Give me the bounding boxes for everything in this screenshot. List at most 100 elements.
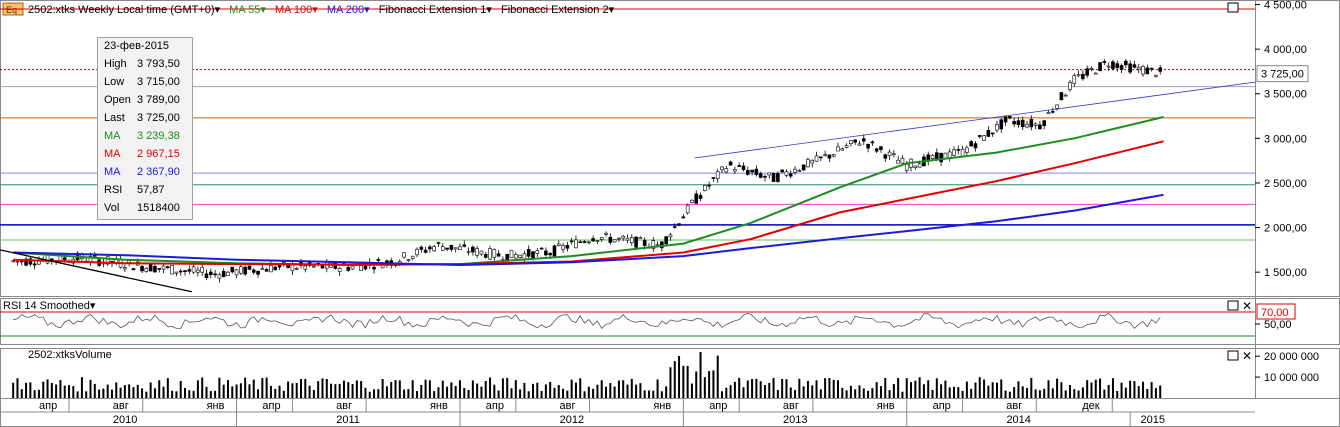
candle <box>174 271 179 274</box>
rsi-panel-header: RSI 14 Smoothed▾ <box>3 299 95 312</box>
tooltip-row: Vol 1518400 <box>104 202 180 214</box>
month-label: авг <box>560 400 576 412</box>
candle <box>565 245 570 249</box>
ma55-dropdown-icon[interactable]: ▾ <box>260 4 266 16</box>
candle <box>359 265 363 271</box>
fib2-dropdown-icon[interactable]: ▾ <box>608 4 615 16</box>
candle <box>423 249 428 253</box>
candle <box>183 270 187 272</box>
fib1-dropdown-icon[interactable]: ▾ <box>486 4 492 16</box>
candle <box>303 265 308 270</box>
tooltip-row: MA 2 967,15 <box>104 148 180 160</box>
tooltip-row: Open 3 789,00 <box>104 94 180 106</box>
year-label: 2011 <box>336 414 360 426</box>
candle <box>187 269 192 272</box>
candle <box>1102 61 1107 63</box>
candle <box>256 270 260 275</box>
candle <box>733 169 737 172</box>
candle <box>1089 68 1094 70</box>
candle <box>1145 67 1150 75</box>
candle <box>410 255 415 259</box>
candle <box>870 141 875 144</box>
candle <box>939 152 943 163</box>
candle <box>840 148 845 151</box>
candle <box>1012 120 1016 125</box>
candle <box>887 151 892 157</box>
candle <box>320 265 325 269</box>
trend-line[interactable] <box>694 81 1256 159</box>
maximize-main-icon[interactable] <box>1227 2 1239 13</box>
candle <box>707 184 711 187</box>
candle <box>767 172 772 176</box>
rsi-label[interactable]: RSI 14 Smoothed <box>3 300 90 312</box>
candle <box>681 216 686 219</box>
candle <box>1119 65 1124 70</box>
ma100-label[interactable]: MA 100 <box>274 4 313 16</box>
candle <box>642 239 647 246</box>
candle <box>1020 119 1025 128</box>
candle <box>741 165 746 170</box>
candle <box>982 135 986 141</box>
candle <box>1124 60 1128 66</box>
candle <box>217 274 222 279</box>
month-label: авг <box>113 400 129 412</box>
ma200-label[interactable]: MA 200 <box>326 4 365 16</box>
ma200-dropdown-icon[interactable]: ▾ <box>364 4 370 16</box>
candle <box>827 154 832 159</box>
candle <box>883 154 888 159</box>
rsi-dropdown-icon[interactable]: ▾ <box>89 300 96 312</box>
candle <box>312 265 316 268</box>
candle <box>526 249 531 257</box>
rsi-tick-label: 50,00 <box>1264 319 1292 331</box>
candle <box>1008 116 1012 119</box>
ma100-dropdown-icon[interactable]: ▾ <box>312 4 318 16</box>
candle <box>170 265 174 275</box>
candle <box>157 268 162 270</box>
candle <box>1081 73 1085 80</box>
candle <box>990 132 995 135</box>
close-volume-icon[interactable]: ✕ <box>1242 349 1252 363</box>
candle <box>668 234 673 238</box>
candle <box>483 254 488 258</box>
candle <box>496 253 501 257</box>
last-price-label: 3 725,00 <box>1261 69 1304 81</box>
candle <box>965 147 969 153</box>
candle <box>144 267 149 272</box>
volume-tick-label: 20 000 000 <box>1264 351 1319 363</box>
candle <box>161 265 166 270</box>
candle <box>290 264 295 272</box>
candle <box>763 175 767 178</box>
candle <box>221 270 226 277</box>
candle <box>1059 92 1064 101</box>
candle <box>930 154 935 159</box>
candle <box>849 140 853 145</box>
candle <box>1111 61 1115 70</box>
candle <box>440 246 445 251</box>
trend-line-down[interactable] <box>0 249 193 293</box>
close-rsi-icon[interactable]: ✕ <box>1242 299 1252 313</box>
maximize-rsi-icon[interactable] <box>1227 300 1239 311</box>
candle <box>462 244 467 247</box>
symbol-icon-text: Eq <box>6 5 17 15</box>
candle <box>935 152 939 159</box>
candle <box>428 246 432 250</box>
candle <box>754 168 759 175</box>
candle <box>24 258 28 266</box>
symbol-label[interactable]: 2502:xtks Weekly Local time (GMT+0) <box>28 4 215 16</box>
fib2-label[interactable]: Fibonacci Extension 2 <box>500 4 609 16</box>
candle <box>819 156 823 159</box>
candle <box>587 241 591 244</box>
candle <box>969 141 973 147</box>
candle <box>703 185 707 191</box>
symbol-dropdown-icon[interactable]: ▾ <box>214 4 221 16</box>
fib1-label[interactable]: Fibonacci Extension 1 <box>378 4 487 16</box>
candle <box>569 240 574 243</box>
candle <box>1029 119 1034 128</box>
maximize-volume-icon[interactable] <box>1227 350 1239 361</box>
candle <box>612 239 617 243</box>
volume-label[interactable]: 2502:xtksVolume <box>28 349 112 361</box>
candle <box>475 248 479 256</box>
ma55-label[interactable]: MA 55 <box>229 4 261 16</box>
candle <box>896 159 900 164</box>
